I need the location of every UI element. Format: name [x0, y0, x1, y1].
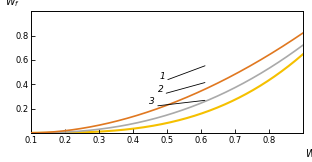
Text: 3: 3	[149, 97, 155, 106]
Text: 2: 2	[158, 85, 163, 94]
Text: 1: 1	[159, 72, 165, 81]
Y-axis label: $W_f$: $W_f$	[5, 0, 20, 9]
X-axis label: $W_{in}$: $W_{in}$	[305, 147, 312, 161]
